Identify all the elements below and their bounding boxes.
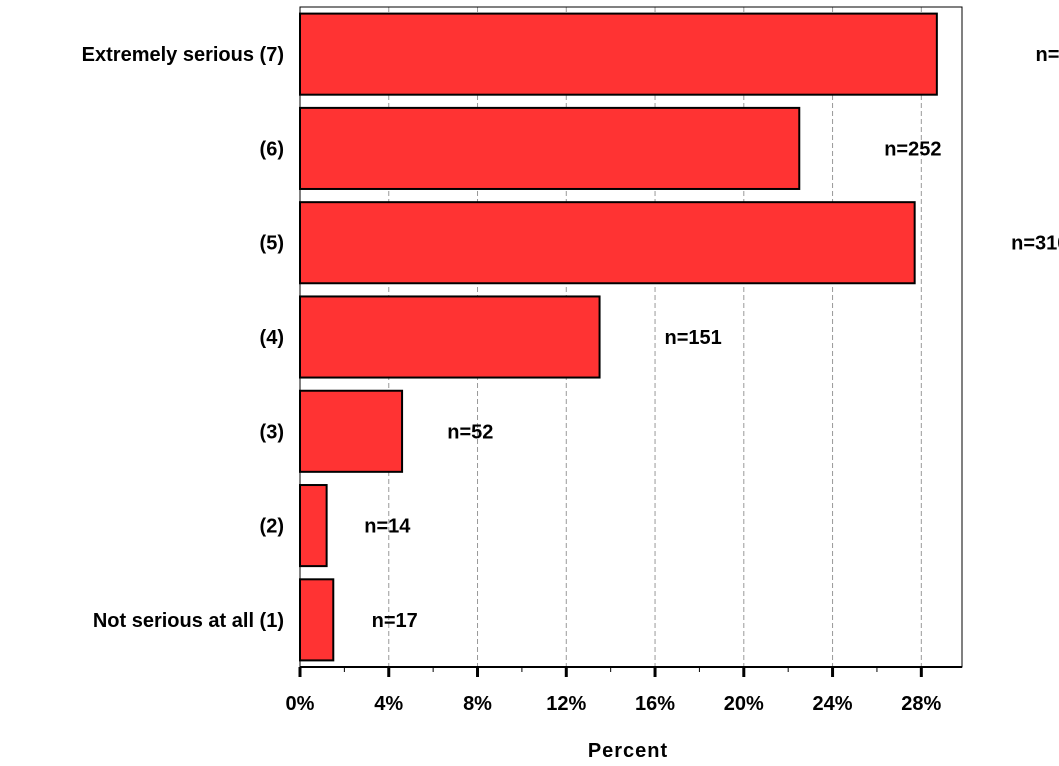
x-tick-label: 0% [286, 693, 315, 715]
category-label: (3) [260, 421, 284, 443]
bar [299, 295, 601, 379]
x-axis: 0% 4% 8% 12% 16% 20% 24% 28% [286, 666, 962, 715]
data-label: n=252 [884, 138, 941, 160]
category-label: (4) [260, 327, 284, 349]
bar [299, 484, 328, 568]
x-tick-label: 28% [901, 693, 941, 715]
bar [299, 201, 916, 285]
bars [299, 12, 938, 662]
bar [299, 578, 335, 662]
x-tick-label: 20% [724, 693, 764, 715]
x-tick-label: 24% [813, 693, 853, 715]
x-axis-title: Percent [588, 740, 668, 762]
x-tick-label: 4% [374, 693, 403, 715]
data-label: n=17 [372, 610, 418, 632]
data-label: n=322 [1036, 44, 1059, 66]
category-label: Extremely serious (7) [82, 44, 284, 66]
category-labels: Extremely serious (7) (6) (5) (4) (3) (2) Not … [82, 44, 284, 632]
x-tick-label: 8% [463, 693, 492, 715]
data-label: n=151 [665, 327, 722, 349]
x-tick-label: 12% [546, 693, 586, 715]
data-label: n=52 [447, 421, 493, 443]
x-tick-label: 16% [635, 693, 675, 715]
bar [299, 12, 938, 96]
category-label: (5) [260, 233, 284, 255]
bar [299, 389, 404, 473]
bar [299, 106, 801, 190]
data-label: n=310 [1011, 233, 1059, 255]
data-labels: n=322 n=252 n=310 n=151 n=52 n=14 n=17 [364, 44, 1059, 632]
category-label: (6) [260, 138, 284, 160]
category-label: (2) [260, 516, 284, 538]
category-label: Not serious at all (1) [93, 610, 284, 632]
data-label: n=14 [364, 516, 411, 538]
